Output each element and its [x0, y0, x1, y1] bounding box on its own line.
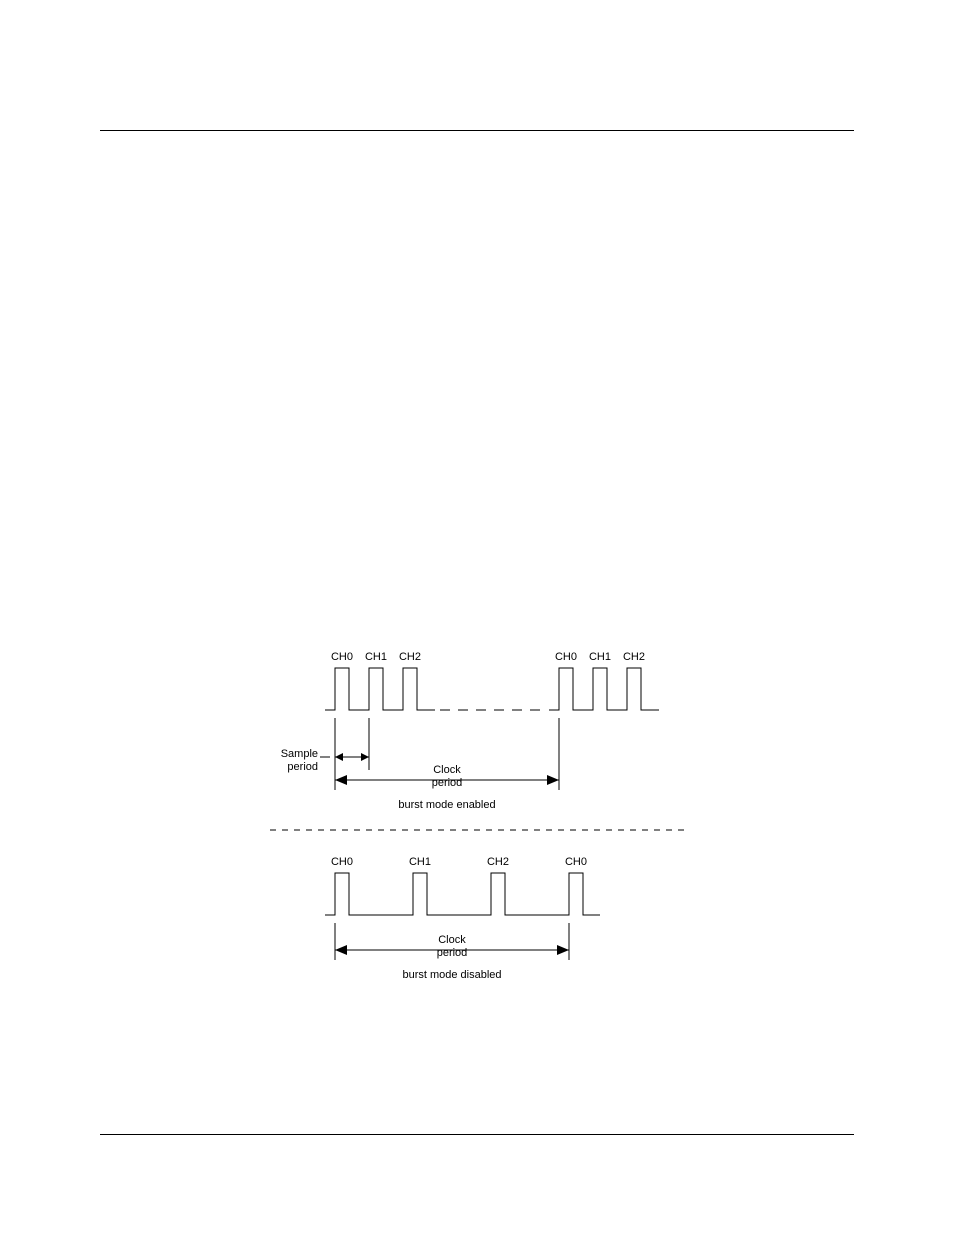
clock-period-label-lower: Clock [438, 934, 466, 946]
lower-pulse-label: CH0 [565, 856, 587, 868]
arrowhead-icon [557, 945, 569, 955]
header-rule [100, 130, 854, 131]
arrowhead-icon [335, 753, 343, 761]
arrowhead-icon [335, 775, 347, 785]
clock-period-label-lower: period [437, 947, 468, 959]
lower-pulse-label: CH2 [487, 856, 509, 868]
arrowhead-icon [547, 775, 559, 785]
lower-pulse-label: CH1 [409, 856, 431, 868]
footer-rule [100, 1134, 854, 1135]
upper-left-pulse-label: CH2 [399, 651, 421, 663]
clock-period-label-upper: period [432, 777, 463, 789]
upper-left-pulse-label: CH1 [365, 651, 387, 663]
upper-right-waveform [549, 668, 659, 710]
lower-waveform [325, 873, 600, 915]
upper-left-waveform [325, 668, 435, 710]
upper-caption: burst mode enabled [398, 799, 495, 811]
upper-right-pulse-label: CH2 [623, 651, 645, 663]
clock-period-label-upper: Clock [433, 764, 461, 776]
upper-left-pulse-label: CH0 [331, 651, 353, 663]
lower-pulse-label: CH0 [331, 856, 353, 868]
arrowhead-icon [361, 753, 369, 761]
upper-right-pulse-label: CH0 [555, 651, 577, 663]
timing-diagram-svg: CH0 CH1 CH2 CH0 CH1 CH2 Sample period [270, 640, 690, 1050]
sample-period-label: Sample [281, 748, 318, 760]
sample-period-label: period [287, 761, 318, 773]
arrowhead-icon [335, 945, 347, 955]
lower-caption: burst mode disabled [402, 969, 501, 981]
timing-diagram: CH0 CH1 CH2 CH0 CH1 CH2 Sample period [270, 640, 690, 1050]
page: CH0 CH1 CH2 CH0 CH1 CH2 Sample period [0, 0, 954, 1235]
upper-right-pulse-label: CH1 [589, 651, 611, 663]
